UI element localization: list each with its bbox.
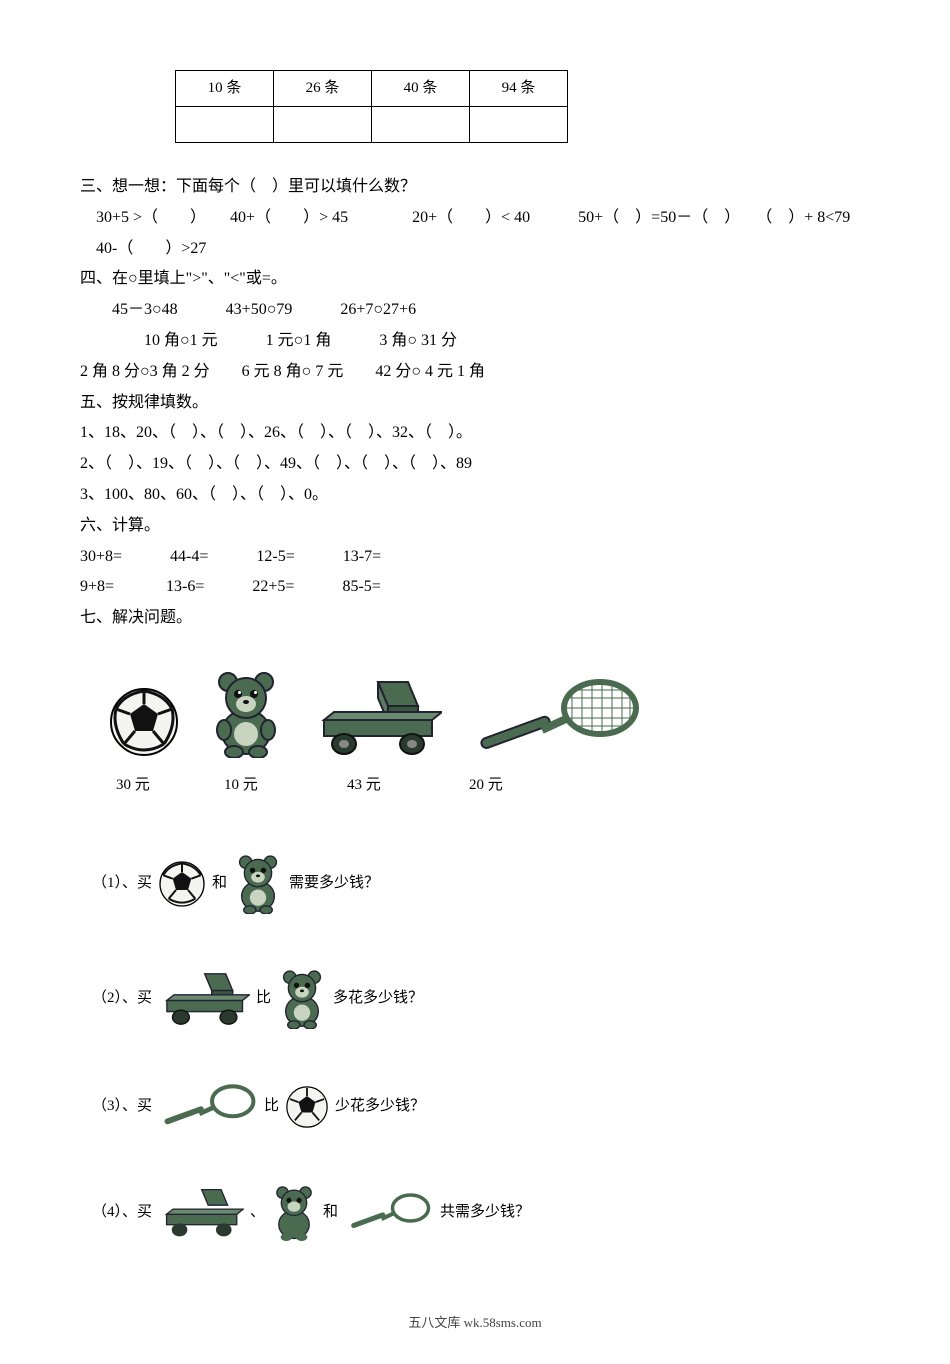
section-5-line: 2、（ ）、19、（ ）、（ ）、49、（ ）、（ ）、（ ）、89 bbox=[80, 450, 870, 479]
section-6-line: 30+8= 44-4= 12-5= 13-7= bbox=[80, 543, 870, 572]
section-4-line: 10 角○1 元 1 元○1 角 3 角○ 31 分 bbox=[80, 327, 870, 356]
section-4-line: 2 角 8 分○3 角 2 分 6 元 8 角○ 7 元 42 分○ 4 元 1… bbox=[80, 358, 870, 387]
price-bear: 10 元 bbox=[224, 772, 329, 799]
price-row: 30 元 10 元 43 元 20 元 bbox=[116, 772, 870, 799]
price-ball: 30 元 bbox=[116, 772, 224, 799]
section-5-heading: 五、按规律填数。 bbox=[80, 389, 870, 418]
question-3-suffix: 少花多少钱？ bbox=[335, 1093, 425, 1120]
question-2: （2）、买 比 多花多少钱？ bbox=[92, 969, 870, 1029]
toy-bear bbox=[210, 668, 282, 758]
ball-icon bbox=[108, 686, 180, 758]
toy-truck bbox=[312, 668, 442, 758]
truck-icon bbox=[158, 971, 250, 1027]
section-6-heading: 六、计算。 bbox=[80, 512, 870, 541]
question-4-suffix: 共需多少钱？ bbox=[440, 1199, 530, 1226]
section-6-line: 9+8= 13-6= 22+5= 85-5= bbox=[80, 573, 870, 602]
question-2-prefix: （2）、买 bbox=[92, 985, 152, 1012]
bear-icon bbox=[277, 969, 327, 1029]
truck-icon bbox=[312, 678, 442, 758]
table-header-cell: 10 条 bbox=[176, 71, 274, 107]
question-1: （1）、买 和 需要多少钱？ bbox=[92, 854, 870, 914]
question-1-mid: 和 bbox=[212, 870, 227, 897]
toy-ball bbox=[108, 668, 180, 758]
section-5-line: 3、100、80、60、（ ）、（ ）、0。 bbox=[80, 481, 870, 510]
question-4-mid1: 、 bbox=[250, 1199, 265, 1226]
truck-icon bbox=[158, 1187, 244, 1239]
question-4: （4）、买 、 和 共需多少钱？ bbox=[92, 1185, 870, 1241]
question-2-suffix: 多花多少钱？ bbox=[333, 985, 423, 1012]
toy-racket bbox=[472, 668, 642, 758]
top-table: 10 条 26 条 40 条 94 条 bbox=[175, 70, 568, 143]
price-racket: 20 元 bbox=[469, 772, 503, 799]
table-cell bbox=[176, 107, 274, 143]
question-1-suffix: 需要多少钱？ bbox=[289, 870, 379, 897]
racket-icon bbox=[344, 1193, 434, 1233]
table-header-cell: 26 条 bbox=[274, 71, 372, 107]
price-truck: 43 元 bbox=[329, 772, 469, 799]
table-cell bbox=[372, 107, 470, 143]
question-3-prefix: （3）、买 bbox=[92, 1093, 152, 1120]
section-3-line: 40-（ ）>27 bbox=[80, 235, 870, 264]
section-4-line: 45－3○48 43+50○79 26+7○27+6 bbox=[80, 296, 870, 325]
table-header-cell: 40 条 bbox=[372, 71, 470, 107]
table-header-cell: 94 条 bbox=[470, 71, 568, 107]
racket-icon bbox=[158, 1084, 258, 1130]
question-3: （3）、买 比 少花多少钱？ bbox=[92, 1084, 870, 1130]
section-4-heading: 四、在○里填上">"、"<"或=。 bbox=[80, 265, 870, 294]
table-cell bbox=[470, 107, 568, 143]
section-3-line: 30+5 >（ ） 40+（ ）> 45 20+（ ）< 40 50+（ ）=5… bbox=[80, 204, 870, 233]
bear-icon bbox=[210, 670, 282, 758]
question-2-mid: 比 bbox=[256, 985, 271, 1012]
section-7-heading: 七、解决问题。 bbox=[80, 604, 870, 633]
bear-icon bbox=[271, 1185, 317, 1241]
question-3-mid: 比 bbox=[264, 1093, 279, 1120]
section-5-line: 1、18、20、（ ）、（ ）、26、（ ）、（ ）、32、（ ）。 bbox=[80, 419, 870, 448]
ball-icon bbox=[158, 860, 206, 908]
toy-row bbox=[108, 668, 870, 758]
section-3-heading: 三、想一想：下面每个（ ）里可以填什么数？ bbox=[80, 173, 870, 202]
page-footer: 五八文库 wk.58sms.com bbox=[80, 1311, 870, 1334]
question-4-mid2: 和 bbox=[323, 1199, 338, 1226]
table-row bbox=[176, 107, 568, 143]
ball-icon bbox=[285, 1085, 329, 1129]
question-4-prefix: （4）、买 bbox=[92, 1199, 152, 1226]
table-row: 10 条 26 条 40 条 94 条 bbox=[176, 71, 568, 107]
table-cell bbox=[274, 107, 372, 143]
racket-icon bbox=[472, 678, 642, 758]
question-1-prefix: （1）、买 bbox=[92, 870, 152, 897]
bear-icon bbox=[233, 854, 283, 914]
